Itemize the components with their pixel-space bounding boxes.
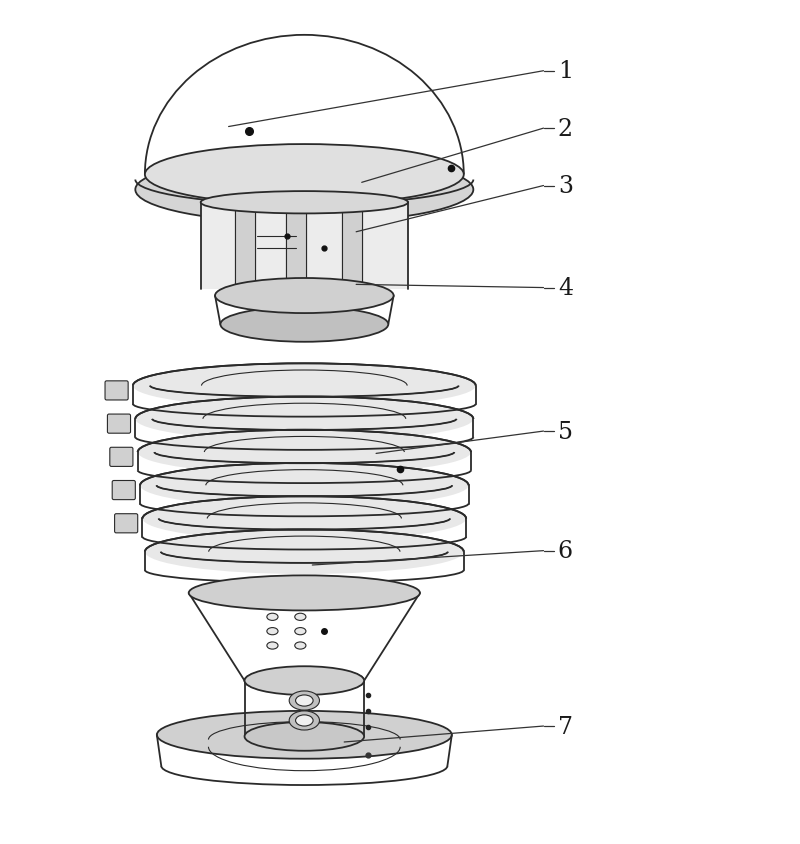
Ellipse shape bbox=[135, 157, 474, 224]
Text: 5: 5 bbox=[558, 420, 573, 443]
FancyBboxPatch shape bbox=[114, 514, 138, 533]
Ellipse shape bbox=[294, 628, 306, 635]
Ellipse shape bbox=[245, 722, 364, 751]
Ellipse shape bbox=[295, 715, 313, 726]
Ellipse shape bbox=[145, 530, 464, 575]
Bar bbox=[286, 203, 306, 289]
Ellipse shape bbox=[267, 642, 278, 649]
Ellipse shape bbox=[294, 614, 306, 620]
Ellipse shape bbox=[138, 430, 471, 475]
Ellipse shape bbox=[221, 307, 388, 343]
Ellipse shape bbox=[294, 642, 306, 649]
Ellipse shape bbox=[140, 463, 469, 508]
Bar bbox=[234, 203, 254, 289]
Ellipse shape bbox=[289, 711, 319, 730]
Ellipse shape bbox=[157, 711, 452, 759]
Ellipse shape bbox=[295, 695, 313, 706]
Ellipse shape bbox=[267, 628, 278, 635]
Text: 3: 3 bbox=[558, 175, 573, 197]
Bar bbox=[342, 203, 362, 289]
Bar bbox=[201, 203, 408, 289]
Ellipse shape bbox=[142, 496, 466, 541]
Ellipse shape bbox=[267, 614, 278, 620]
FancyBboxPatch shape bbox=[107, 414, 130, 434]
Text: 7: 7 bbox=[558, 715, 573, 738]
Bar bbox=[342, 203, 362, 289]
Ellipse shape bbox=[133, 364, 476, 408]
Bar bbox=[234, 203, 254, 289]
Text: 2: 2 bbox=[558, 117, 573, 140]
Ellipse shape bbox=[135, 397, 474, 441]
Ellipse shape bbox=[201, 192, 408, 214]
FancyBboxPatch shape bbox=[112, 481, 135, 500]
FancyBboxPatch shape bbox=[105, 381, 128, 401]
Ellipse shape bbox=[145, 145, 464, 205]
Ellipse shape bbox=[189, 576, 420, 611]
Text: 6: 6 bbox=[558, 539, 573, 562]
Ellipse shape bbox=[215, 279, 394, 314]
Bar bbox=[286, 203, 306, 289]
Text: 1: 1 bbox=[558, 60, 573, 83]
Ellipse shape bbox=[245, 667, 364, 695]
Ellipse shape bbox=[289, 691, 319, 711]
Text: 4: 4 bbox=[558, 277, 573, 300]
FancyBboxPatch shape bbox=[110, 448, 133, 467]
Ellipse shape bbox=[245, 668, 364, 694]
